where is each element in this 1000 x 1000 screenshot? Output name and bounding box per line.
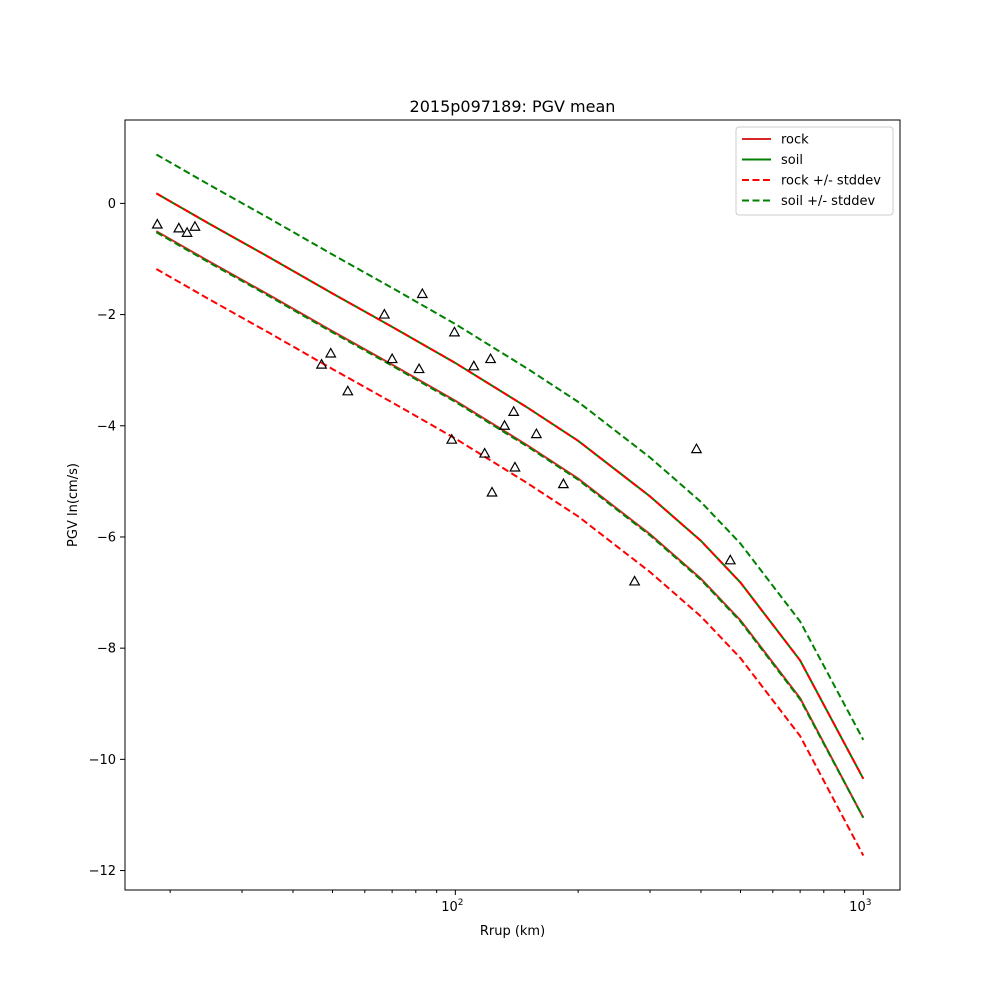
observation-point xyxy=(628,575,641,586)
chart-title: 2015p097189: PGV mean xyxy=(410,97,616,116)
series-layer xyxy=(155,153,865,856)
observation-point xyxy=(386,352,398,364)
series-line-3-lower xyxy=(155,231,865,819)
observation-point xyxy=(378,308,391,319)
observation-point xyxy=(413,362,425,374)
observation-point xyxy=(181,226,193,237)
observations-layer xyxy=(151,218,737,586)
observation-point xyxy=(173,222,185,233)
observation-point xyxy=(189,220,201,231)
x-axis: 102 103 xyxy=(169,890,871,915)
observation-point xyxy=(498,419,511,430)
series-line-2 xyxy=(155,192,865,780)
y-tick-label: 0 xyxy=(108,197,116,212)
observation-point xyxy=(151,218,164,229)
observation-point xyxy=(448,326,461,337)
observation-point xyxy=(507,405,520,416)
y-tick-label: −2 xyxy=(97,308,116,323)
legend-label: rock xyxy=(781,133,809,148)
y-axis-label: PGV ln(cm/s) xyxy=(66,463,81,547)
legend: rock soil rock +/- stddev soil +/- stddev xyxy=(735,126,894,216)
y-tick-label: −4 xyxy=(97,419,116,434)
y-tick-label: −8 xyxy=(97,642,116,657)
observation-point xyxy=(557,477,570,489)
observation-point xyxy=(478,447,491,458)
y-tick-label: −10 xyxy=(89,753,116,768)
observation-point xyxy=(530,427,543,439)
observation-point xyxy=(486,486,498,497)
observation-point xyxy=(468,360,480,371)
observation-point xyxy=(445,433,458,444)
y-tick-label: −12 xyxy=(89,864,116,879)
observation-point xyxy=(315,358,328,369)
observation-point xyxy=(690,442,703,454)
observation-point xyxy=(416,287,429,299)
plot-area xyxy=(125,120,900,890)
x-tick-label: 102 xyxy=(441,898,463,915)
legend-label: soil xyxy=(781,153,803,168)
legend-entries: rock soil rock +/- stddev soil +/- stddev xyxy=(742,133,881,209)
series-line-3 xyxy=(155,153,865,741)
observation-point xyxy=(324,347,337,358)
x-axis-label: Rrup (km) xyxy=(480,924,545,939)
observation-point xyxy=(724,554,737,565)
legend-box xyxy=(735,126,894,216)
plot-frame xyxy=(124,119,901,891)
y-axis: 0 −2 −4 −6 −8 −10 −12 xyxy=(89,197,125,879)
legend-label: rock +/- stddev xyxy=(781,174,881,189)
observation-point xyxy=(484,352,497,364)
observation-point xyxy=(509,461,521,472)
x-tick-label: 103 xyxy=(849,898,871,915)
observation-point xyxy=(342,385,354,396)
legend-label: soil +/- stddev xyxy=(781,194,876,209)
series-line-2-lower xyxy=(155,268,865,856)
y-tick-label: −6 xyxy=(97,530,116,545)
